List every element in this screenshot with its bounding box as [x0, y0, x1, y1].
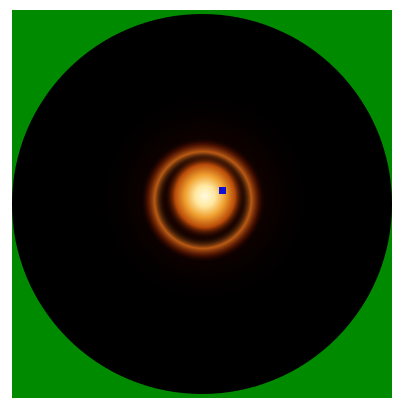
core [165, 154, 245, 238]
source-emission [95, 88, 315, 308]
marker [219, 187, 226, 194]
